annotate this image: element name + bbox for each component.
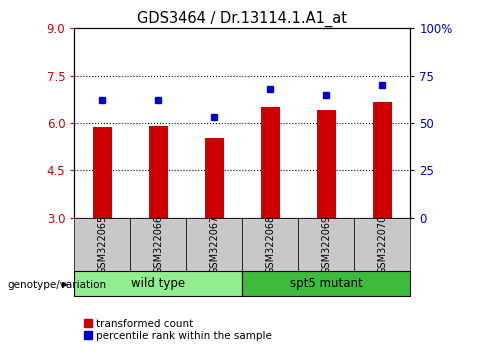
- Bar: [261, 107, 280, 218]
- Text: wild type: wild type: [132, 277, 185, 290]
- Text: GSM322070: GSM322070: [377, 215, 387, 274]
- Bar: [149, 126, 168, 218]
- Bar: [317, 110, 336, 218]
- Bar: [74, 271, 242, 296]
- Bar: [93, 127, 112, 218]
- Text: GSM322069: GSM322069: [322, 215, 331, 274]
- Bar: [242, 218, 299, 271]
- Bar: [74, 218, 131, 271]
- Bar: [131, 218, 186, 271]
- Text: GSM322066: GSM322066: [154, 215, 163, 274]
- Title: GDS3464 / Dr.13114.1.A1_at: GDS3464 / Dr.13114.1.A1_at: [137, 11, 348, 27]
- Bar: [204, 138, 224, 218]
- Text: spt5 mutant: spt5 mutant: [290, 277, 363, 290]
- Text: GSM322068: GSM322068: [265, 215, 276, 274]
- Text: genotype/variation: genotype/variation: [7, 280, 107, 290]
- Text: GSM322067: GSM322067: [209, 215, 219, 274]
- Bar: [242, 271, 410, 296]
- Bar: [299, 218, 354, 271]
- Bar: [186, 218, 242, 271]
- Legend: transformed count, percentile rank within the sample: transformed count, percentile rank withi…: [80, 315, 276, 345]
- Text: GSM322065: GSM322065: [97, 215, 108, 274]
- Bar: [354, 218, 410, 271]
- Bar: [372, 102, 392, 218]
